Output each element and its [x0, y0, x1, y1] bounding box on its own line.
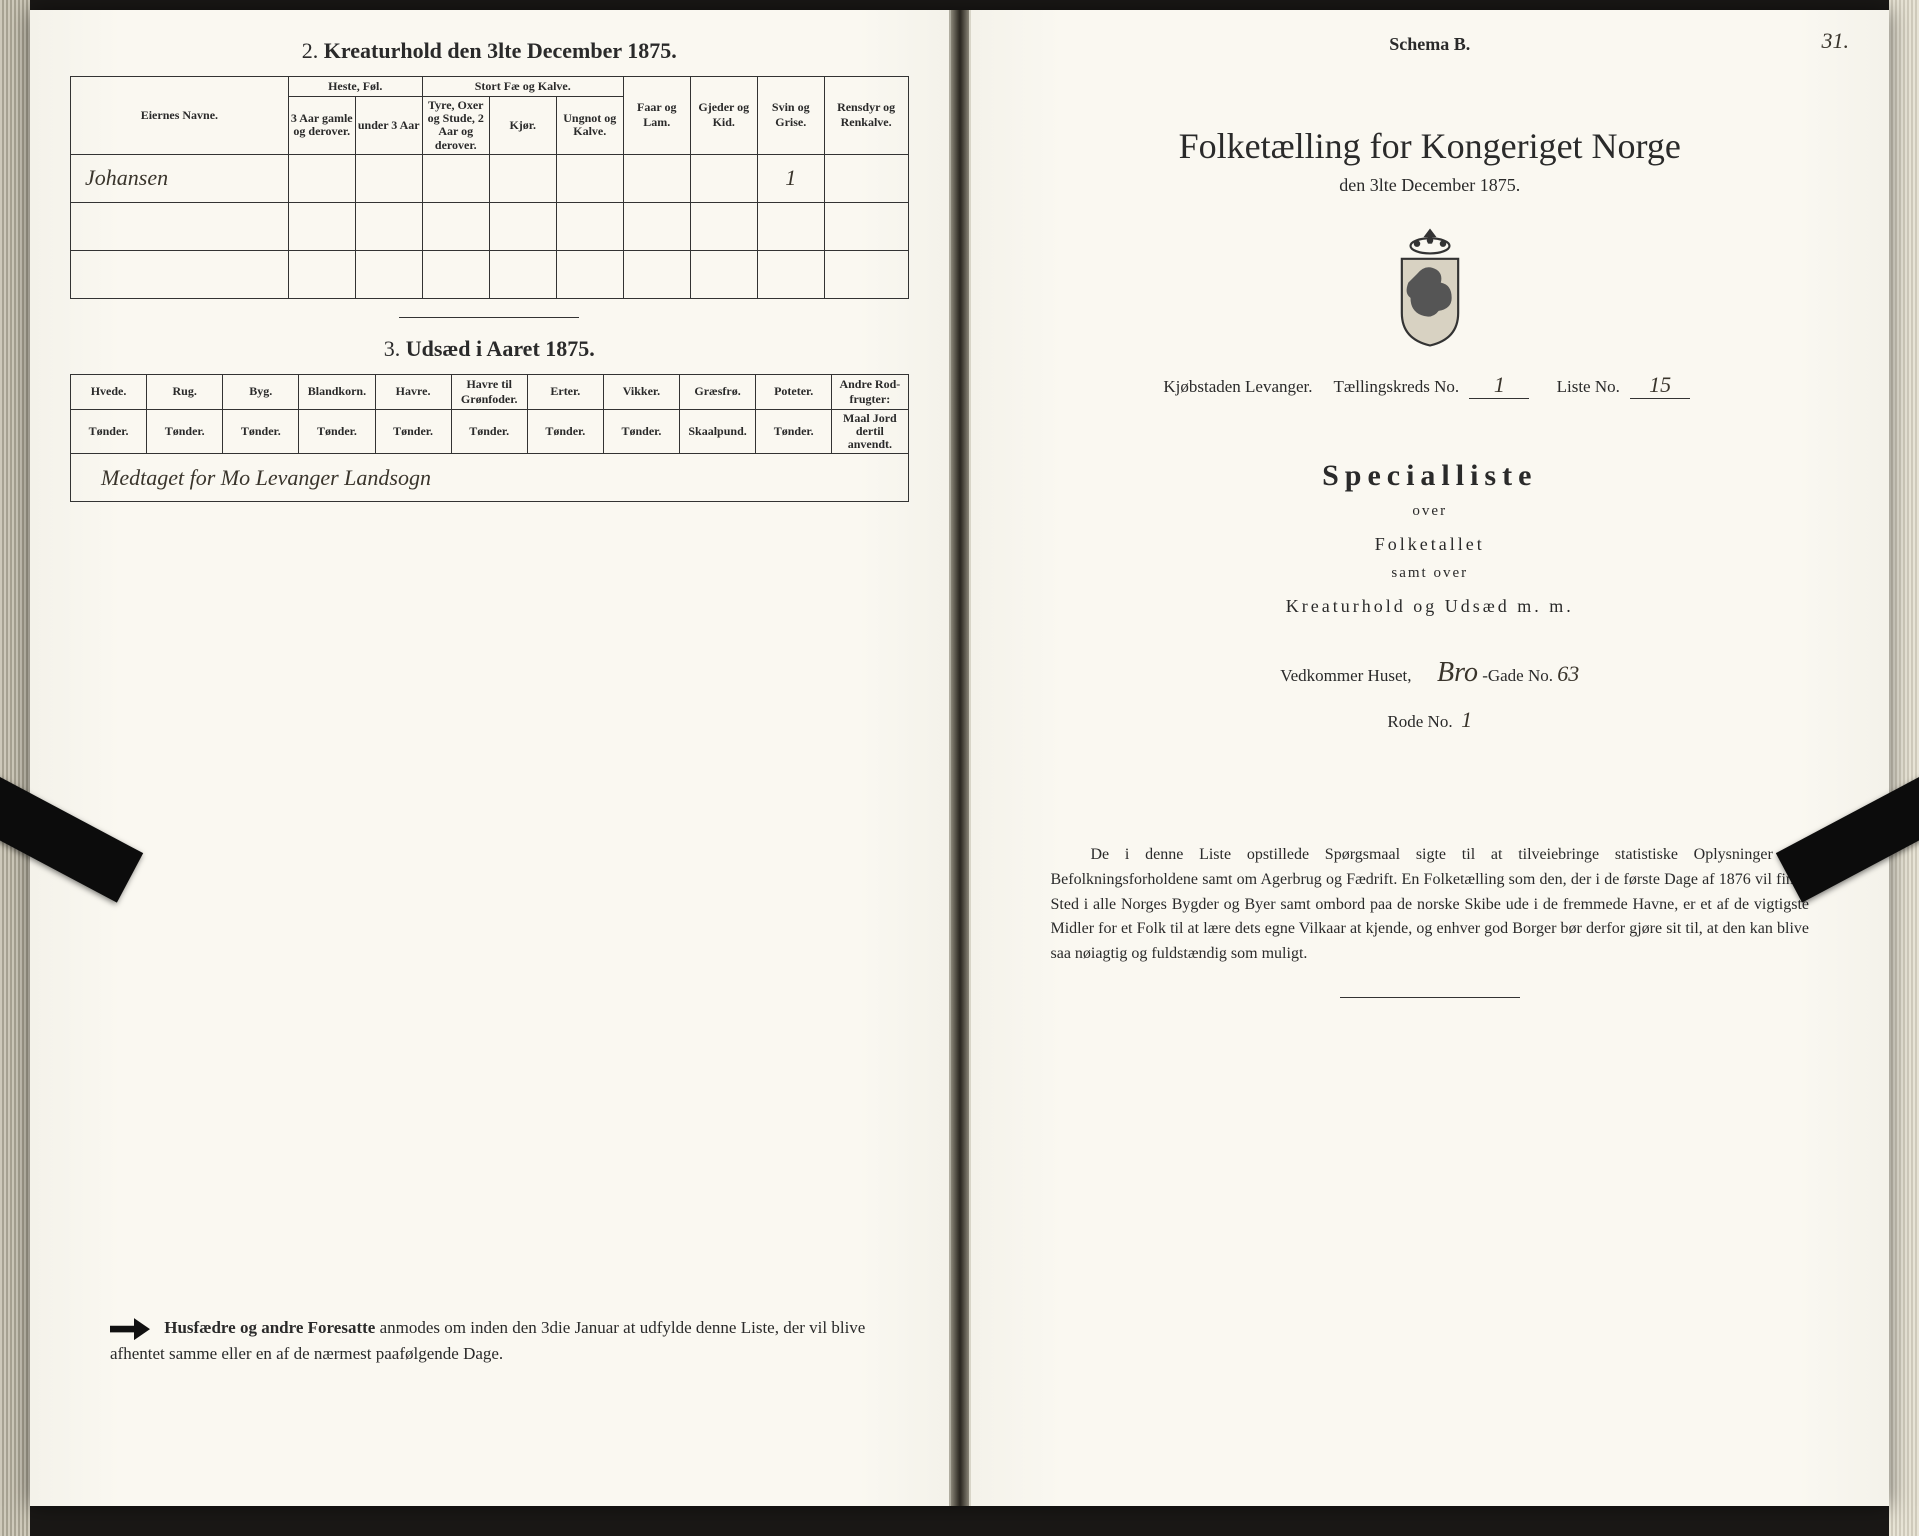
cell-name: Johansen [71, 154, 289, 202]
section-3-heading: 3. Udsæd i Aaret 1875. [70, 336, 909, 362]
book-spread: 2. Kreaturhold den 3lte December 1875. E… [30, 10, 1889, 1506]
gade-no: 63 [1557, 661, 1579, 686]
kreaturhold-label: Kreaturhold og Udsæd m. m. [1011, 596, 1850, 617]
col-graes: Græsfrø. [680, 374, 756, 409]
col-bland: Blandkorn. [299, 374, 375, 409]
divider [1340, 997, 1520, 998]
col-heste-b: under 3 Aar [355, 97, 422, 155]
rode-no: 1 [1461, 707, 1472, 732]
kreaturhold-table: Eiernes Navne. Heste, Føl. Stort Fæ og K… [70, 76, 909, 299]
col-rensdyr: Rensdyr og Renkalve. [824, 77, 908, 155]
over-label: over [1011, 503, 1850, 520]
cell-svin: 1 [757, 154, 824, 202]
col-gjeder: Gjeder og Kid. [690, 77, 757, 155]
col-vikker: Vikker. [603, 374, 679, 409]
col-heste-group: Heste, Føl. [288, 77, 422, 97]
explanatory-paragraph: De i denne Liste opstillede Spørgsmaal s… [1051, 843, 1810, 967]
vedkommer-line: Vedkommer Huset, Bro -Gade No. 63 [1011, 657, 1850, 689]
book-right-edge [1889, 0, 1919, 1536]
census-subtitle: den 3lte December 1875. [1011, 175, 1850, 196]
liste-value: 15 [1630, 372, 1690, 399]
sub-9: Tønder. [756, 409, 832, 454]
folketallet-label: Folketallet [1011, 534, 1850, 555]
section-2-heading: 2. Kreaturhold den 3lte December 1875. [70, 38, 909, 64]
col-faar: Faar og Lam. [623, 77, 690, 155]
sub-2: Tønder. [223, 409, 299, 454]
coat-of-arms-icon [1375, 222, 1485, 352]
col-erter: Erter. [527, 374, 603, 409]
udsaed-row-text: Medtaget for Mo Levanger Landsogn [71, 454, 909, 502]
gade-hand: Bro [1437, 657, 1478, 688]
book-spine [951, 10, 969, 1506]
sub-4: Tønder. [375, 409, 451, 454]
col-stort-group: Stort Fæ og Kalve. [422, 77, 623, 97]
section-2-title: Kreaturhold den 3lte December 1875. [324, 38, 677, 63]
sub-1: Tønder. [147, 409, 223, 454]
col-rod: Andre Rod-frugter: [832, 374, 908, 409]
vedkommer-label: Vedkommer Huset, [1280, 666, 1411, 685]
sub-8: Skaalpund. [680, 409, 756, 454]
liste-label: Liste No. [1557, 377, 1620, 396]
col-poteter: Poteter. [756, 374, 832, 409]
section-2-num: 2. [302, 38, 319, 63]
taelling-label: Tællingskreds No. [1334, 377, 1460, 396]
col-havreg: Havre til Grønfoder. [451, 374, 527, 409]
sub-3: Tønder. [299, 409, 375, 454]
book-left-edge [0, 0, 30, 1536]
page-number: 31. [1822, 28, 1850, 54]
udsaed-table: Hvede. Rug. Byg. Blandkorn. Havre. Havre… [70, 374, 909, 503]
col-hvede: Hvede. [71, 374, 147, 409]
col-byg: Byg. [223, 374, 299, 409]
header-fields: Kjøbstaden Levanger. Tællingskreds No. 1… [1011, 372, 1850, 399]
kjobstad-label: Kjøbstaden Levanger. [1163, 377, 1312, 396]
rode-label: Rode No. [1387, 712, 1452, 731]
specialliste-heading: Specialliste [1011, 459, 1850, 493]
col-stort-b: Kjør. [489, 97, 556, 155]
col-stort-c: Ungnot og Kalve. [556, 97, 623, 155]
divider [399, 317, 579, 318]
footnote-bold: Husfædre og andre Foresatte [164, 1318, 375, 1337]
sub-7: Tønder. [603, 409, 679, 454]
table-row [71, 202, 909, 250]
rode-line: Rode No. 1 [1011, 707, 1850, 733]
table-row: Medtaget for Mo Levanger Landsogn [71, 454, 909, 502]
right-page: 31. Schema B. Folketælling for Kongerige… [969, 10, 1890, 1506]
sub-0: Tønder. [71, 409, 147, 454]
col-stort-a: Tyre, Oxer og Stude, 2 Aar og derover. [422, 97, 489, 155]
section-3-num: 3. [384, 336, 401, 361]
col-eiernes: Eiernes Navne. [71, 77, 289, 155]
sub-6: Tønder. [527, 409, 603, 454]
col-svin: Svin og Grise. [757, 77, 824, 155]
col-havre: Havre. [375, 374, 451, 409]
table-row [71, 250, 909, 298]
col-rug: Rug. [147, 374, 223, 409]
sub-5: Tønder. [451, 409, 527, 454]
gade-label: -Gade No. [1482, 666, 1553, 685]
left-page: 2. Kreaturhold den 3lte December 1875. E… [30, 10, 951, 1506]
sub-10: Maal Jord dertil anvendt. [832, 409, 908, 454]
taelling-value: 1 [1469, 372, 1529, 399]
samt-over-label: samt over [1011, 565, 1850, 582]
footnote: Husfædre og andre Foresatte anmodes om i… [110, 1315, 909, 1366]
table-row: Johansen 1 [71, 154, 909, 202]
schema-label: Schema B. [1011, 34, 1850, 55]
pointing-hand-icon [110, 1318, 150, 1340]
col-heste-a: 3 Aar gamle og derover. [288, 97, 355, 155]
census-title: Folketælling for Kongeriget Norge [1011, 125, 1850, 167]
section-3-title: Udsæd i Aaret 1875. [406, 336, 595, 361]
